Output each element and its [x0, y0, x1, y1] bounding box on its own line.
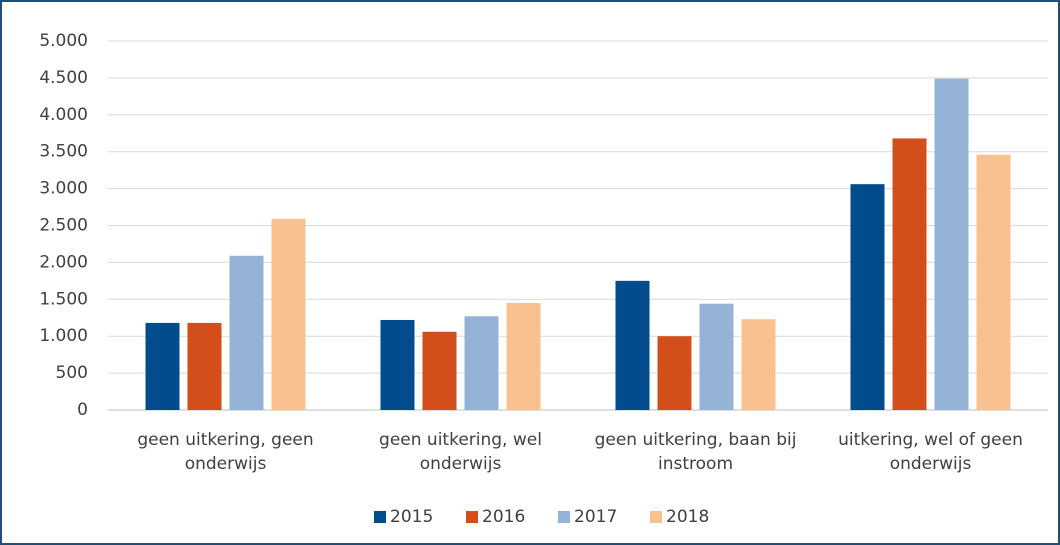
bar [229, 255, 264, 410]
bar [934, 78, 969, 410]
bar [657, 336, 692, 410]
bar [380, 319, 415, 410]
legend-label: 2016 [482, 507, 525, 527]
y-tick-label: 2.000 [39, 252, 88, 272]
legend-swatch [374, 511, 386, 523]
x-tick-label: geen uitkering, wel onderwijs [379, 430, 542, 474]
bar [741, 319, 776, 410]
legend-label: 2015 [390, 507, 433, 527]
bar [892, 138, 927, 410]
y-tick-label: 3.500 [39, 142, 88, 162]
y-tick-label: 1.000 [39, 326, 88, 346]
x-tick-label: uitkering, wel of geen onderwijs [838, 430, 1023, 474]
x-tick-label: geen uitkering, geen onderwijs [137, 430, 314, 474]
legend-swatch [650, 511, 662, 523]
legend-swatch [466, 511, 478, 523]
bar [464, 316, 499, 410]
bar [976, 154, 1011, 410]
bar [506, 302, 541, 410]
bar [422, 331, 457, 410]
legend-label: 2017 [574, 507, 617, 527]
y-tick-label: 5.000 [39, 31, 88, 51]
y-tick-label: 4.500 [39, 68, 88, 88]
y-tick-label: 3.000 [39, 179, 88, 199]
y-tick-label: 500 [56, 363, 88, 383]
bar [145, 322, 180, 410]
legend-swatch [558, 511, 570, 523]
y-tick-label: 1.500 [39, 289, 88, 309]
bar [699, 303, 734, 410]
bar [615, 280, 650, 410]
bar [187, 322, 222, 410]
legend-label: 2018 [666, 507, 709, 527]
bar [271, 218, 306, 410]
y-tick-label: 2.500 [39, 216, 88, 236]
x-tick-label: geen uitkering, baan bij instroom [594, 430, 797, 474]
y-tick-label: 0 [77, 400, 88, 420]
y-tick-label: 4.000 [39, 105, 88, 125]
bar [850, 184, 885, 410]
